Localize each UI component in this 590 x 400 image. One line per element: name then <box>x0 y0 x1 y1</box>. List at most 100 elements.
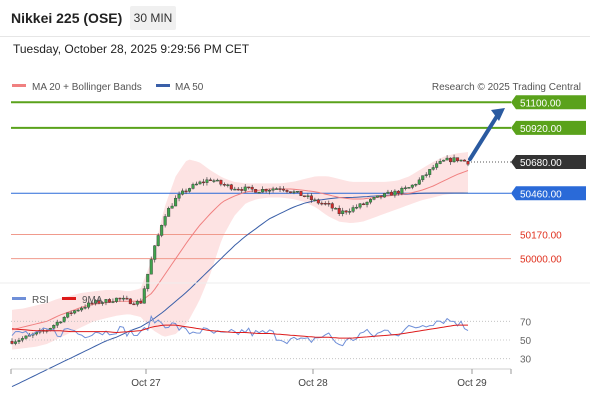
candle-body <box>348 211 352 213</box>
candle <box>428 168 432 178</box>
candle <box>135 299 139 307</box>
candle <box>94 299 98 306</box>
candle-body <box>421 175 425 181</box>
candle-body <box>17 340 21 342</box>
candle-body <box>372 197 376 200</box>
candle <box>188 187 192 193</box>
candle-body <box>212 180 216 182</box>
candle-body <box>139 300 143 304</box>
candle <box>236 187 240 191</box>
rsi-panel: 70 50 30 <box>11 314 532 366</box>
candle-body <box>97 300 101 304</box>
candle <box>438 158 442 165</box>
candle <box>250 184 254 193</box>
level-tag-bg <box>511 120 586 135</box>
candle-body <box>257 191 261 194</box>
candle <box>442 159 446 162</box>
candle <box>369 198 373 205</box>
candle-body <box>271 188 275 191</box>
candle-body <box>463 159 467 162</box>
candle <box>229 183 233 191</box>
candle-body <box>184 190 188 193</box>
candle-body <box>83 307 87 309</box>
candle-body <box>323 203 327 205</box>
candle <box>463 159 467 162</box>
candle <box>10 338 14 345</box>
candle-body <box>194 183 198 186</box>
candle <box>355 204 359 210</box>
candle-body <box>365 201 369 205</box>
candle-body <box>13 341 17 344</box>
candle-body <box>288 191 292 193</box>
candle <box>285 189 289 194</box>
candle <box>219 179 223 187</box>
candle-body <box>417 179 421 185</box>
candle <box>337 205 341 217</box>
candle <box>101 301 105 306</box>
candle <box>83 304 87 310</box>
candle <box>181 188 185 196</box>
candle-body <box>362 203 366 206</box>
candle-body <box>466 161 470 165</box>
candle-body <box>111 301 115 303</box>
candle <box>407 187 411 189</box>
candle-body <box>320 202 324 205</box>
x-tick-label: Oct 27 <box>131 378 161 389</box>
datetime-label: Tuesday, October 28, 2025 9:29:56 PM CET <box>13 42 250 56</box>
candle-body <box>407 187 411 189</box>
candle <box>414 183 418 187</box>
candle <box>17 337 21 345</box>
candle <box>282 186 286 192</box>
candle <box>97 298 101 305</box>
candle <box>215 178 219 182</box>
candle <box>139 298 143 305</box>
candle-body <box>435 163 439 168</box>
level-tag-bg <box>511 186 586 201</box>
candle <box>386 189 390 194</box>
candle <box>275 187 279 190</box>
candle <box>424 172 428 178</box>
candle <box>299 191 303 196</box>
candle <box>400 186 404 196</box>
candle <box>449 157 453 165</box>
candle-body <box>309 195 313 201</box>
candle-body <box>121 297 125 300</box>
candle <box>330 202 334 212</box>
level-tag: 50680.00 <box>511 154 586 169</box>
candle <box>410 184 414 190</box>
candle <box>302 195 306 198</box>
timeframe-button[interactable]: 30 MIN <box>130 6 176 30</box>
candle <box>104 299 108 306</box>
candle-body <box>375 195 379 198</box>
candle <box>222 182 226 187</box>
candle <box>142 285 146 304</box>
candle-body <box>337 208 341 215</box>
candle <box>278 186 282 193</box>
candle-body <box>191 184 195 189</box>
candle-body <box>226 184 230 186</box>
candle-body <box>201 181 205 184</box>
candle <box>257 191 261 194</box>
candle-body <box>219 179 223 185</box>
level-label-50680.00: 50680.00 <box>520 158 562 169</box>
candle-body <box>142 288 146 304</box>
candle-body <box>285 190 289 192</box>
candle-body <box>59 321 63 324</box>
candle <box>80 306 84 312</box>
candle <box>191 182 195 190</box>
candle <box>375 195 379 198</box>
candle <box>379 195 383 200</box>
candle-body <box>396 190 400 194</box>
candle <box>358 202 362 210</box>
candle <box>55 319 59 328</box>
level-label-51100.00: 51100.00 <box>520 98 561 109</box>
rsi-9ma-line <box>11 324 468 339</box>
candle-body <box>10 340 14 344</box>
candle <box>254 188 258 193</box>
bollinger-band <box>12 152 468 350</box>
candle-body <box>101 302 105 304</box>
candle <box>435 161 439 170</box>
x-tick-label: Oct 28 <box>298 378 328 389</box>
candle-body <box>76 309 80 312</box>
candle-body <box>306 195 310 197</box>
